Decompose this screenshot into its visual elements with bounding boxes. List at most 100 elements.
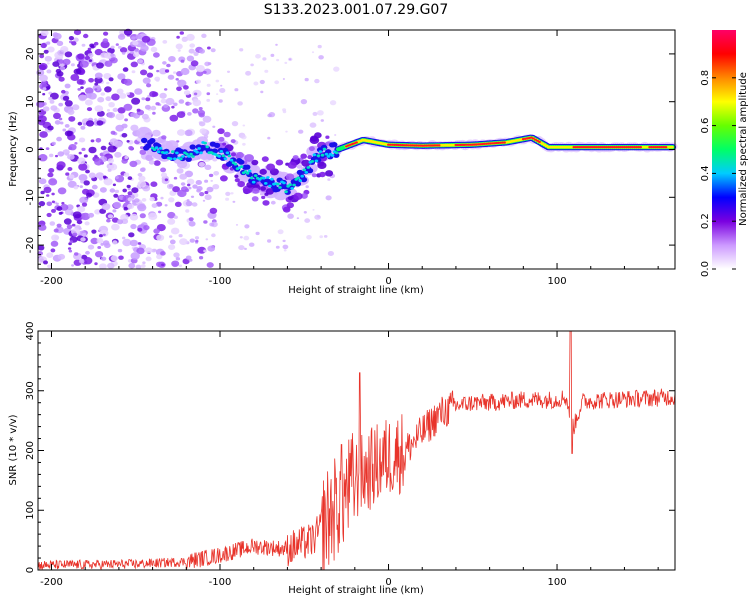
spectrogram-noise-blob	[304, 77, 309, 82]
spectrogram-noise-blob	[250, 63, 254, 67]
spectrogram-noise-blob	[221, 154, 226, 158]
spectrogram-noise-blob	[73, 68, 82, 75]
spectrogram-noise-blob	[110, 130, 116, 135]
spectrogram-noise-blob	[123, 172, 130, 177]
spectrogram-noise-blob	[71, 41, 77, 46]
spectrogram-noise-blob	[625, 146, 628, 149]
spectrogram-noise-blob	[478, 143, 482, 146]
spectrogram-noise-blob	[306, 235, 312, 240]
spectrogram-noise-blob	[162, 40, 168, 44]
spectrogram-noise-blob	[227, 70, 230, 74]
spectrogram-noise-blob	[334, 151, 339, 155]
spectrogram-noise-blob	[191, 202, 198, 207]
spectrogram-noise-blob	[108, 102, 115, 108]
spectrogram-noise-blob	[100, 40, 110, 49]
spectrogram-noise-blob	[51, 192, 55, 196]
spectrogram-noise-blob	[195, 180, 202, 185]
spectrogram-noise-blob	[261, 195, 266, 200]
spectrogram-noise-blob	[85, 93, 92, 99]
spectrogram-noise-blob	[48, 96, 53, 101]
spectrogram-noise-blob	[115, 43, 119, 46]
spectrogram-noise-blob	[186, 33, 195, 41]
spectrogram-noise-blob	[129, 160, 138, 168]
spectrogram-noise-blob	[282, 244, 289, 250]
spectrogram-noise-blob	[45, 147, 50, 151]
spectrogram-noise-blob	[252, 187, 260, 194]
spectrogram-noise-blob	[39, 131, 48, 138]
spectrogram-noise-blob	[199, 121, 206, 127]
spectrogram-noise-blob	[80, 237, 86, 242]
spectrogram-noise-blob	[168, 244, 176, 251]
spectrogram-noise-blob	[121, 123, 128, 129]
spectrogram-noise-blob	[139, 167, 146, 172]
spectrogram-noise-blob	[107, 158, 115, 164]
spectrogram-noise-blob	[52, 61, 60, 67]
spectrogram-noise-blob	[629, 146, 632, 149]
spectrogram-ylabel: Frequency (Hz)	[8, 111, 19, 187]
spectrogram-noise-blob	[149, 196, 155, 202]
spectrogram-noise-blob	[94, 154, 98, 158]
spectrogram-noise-blob	[300, 99, 308, 105]
spectrogram-noise-blob	[133, 52, 140, 58]
spectrogram-noise-blob	[308, 146, 315, 152]
spectrogram-noise-blob	[100, 256, 107, 261]
spectrogram-noise-blob	[183, 85, 189, 90]
spectrogram-noise-blob	[319, 235, 324, 239]
spectrogram-noise-blob	[235, 154, 241, 159]
spectrogram-noise-blob	[204, 164, 212, 170]
spectrogram-ytick-label: -10	[25, 189, 36, 205]
spectrogram-noise-blob	[150, 46, 158, 53]
spectrogram-noise-blob	[225, 197, 230, 201]
spectrogram-noise-blob	[64, 130, 73, 137]
spectrogram-noise-blob	[107, 145, 117, 153]
spectrogram-noise-blob	[393, 143, 396, 146]
spectrogram-noise-blob	[108, 163, 118, 171]
spectrogram-noise-blob	[119, 47, 128, 53]
spectrogram-noise-blob	[325, 195, 332, 201]
spectrogram-noise-blob	[98, 234, 103, 238]
spectrogram-noise-blob	[109, 188, 116, 193]
spectrogram-noise-blob	[110, 53, 115, 57]
spectrogram-noise-blob	[49, 153, 54, 158]
spectrogram-noise-blob	[62, 95, 70, 101]
spectrogram-noise-blob	[43, 260, 48, 265]
spectrogram-xtick-label: 100	[547, 276, 566, 287]
spectrogram-noise-blob	[409, 144, 413, 147]
spectrogram-noise-blob	[91, 184, 98, 190]
spectrogram-noise-blob	[179, 238, 188, 246]
spectrogram-noise-blob	[325, 170, 334, 177]
spectrogram-noise-blob	[88, 59, 93, 62]
spectrogram-noise-blob	[121, 133, 128, 138]
spectrogram-noise-blob	[206, 92, 211, 96]
spectrogram-noise-blob	[94, 76, 103, 84]
spectrogram-noise-blob	[179, 157, 183, 161]
spectrogram-noise-blob	[458, 143, 462, 147]
spectrogram-noise-blob	[219, 150, 224, 153]
spectrogram-noise-blob	[427, 144, 431, 147]
spectrogram-noise-blob	[196, 186, 203, 191]
spectrogram-noise-blob	[199, 128, 207, 134]
spectrogram-noise-blob	[57, 49, 65, 56]
spectrogram-noise-blob	[77, 157, 86, 165]
spectrogram-noise-blob	[160, 98, 167, 104]
spectrogram-noise-blob	[132, 40, 139, 46]
spectrogram-noise-blob	[121, 51, 126, 55]
spectrogram-noise-blob	[115, 176, 119, 179]
spectrogram-noise-blob	[417, 144, 421, 147]
spectrogram-noise-blob	[633, 146, 636, 149]
spectrogram-noise-blob	[594, 146, 598, 149]
spectrogram-noise-blob	[160, 196, 164, 200]
spectrogram-noise-blob	[652, 146, 656, 149]
spectrogram-noise-blob	[403, 144, 407, 147]
spectrogram-noise-blob	[117, 248, 123, 253]
spectrogram-noise-blob	[199, 256, 204, 260]
spectrogram-noise-blob	[615, 146, 618, 149]
spectrogram-noise-blob	[44, 55, 52, 62]
spectrogram-noise-blob	[47, 172, 54, 178]
spectrogram-noise-blob	[88, 78, 94, 83]
spectrogram-noise-blob	[312, 209, 315, 211]
spectrogram-noise-blob	[122, 67, 129, 72]
spectrogram-noise-blob	[149, 138, 156, 144]
